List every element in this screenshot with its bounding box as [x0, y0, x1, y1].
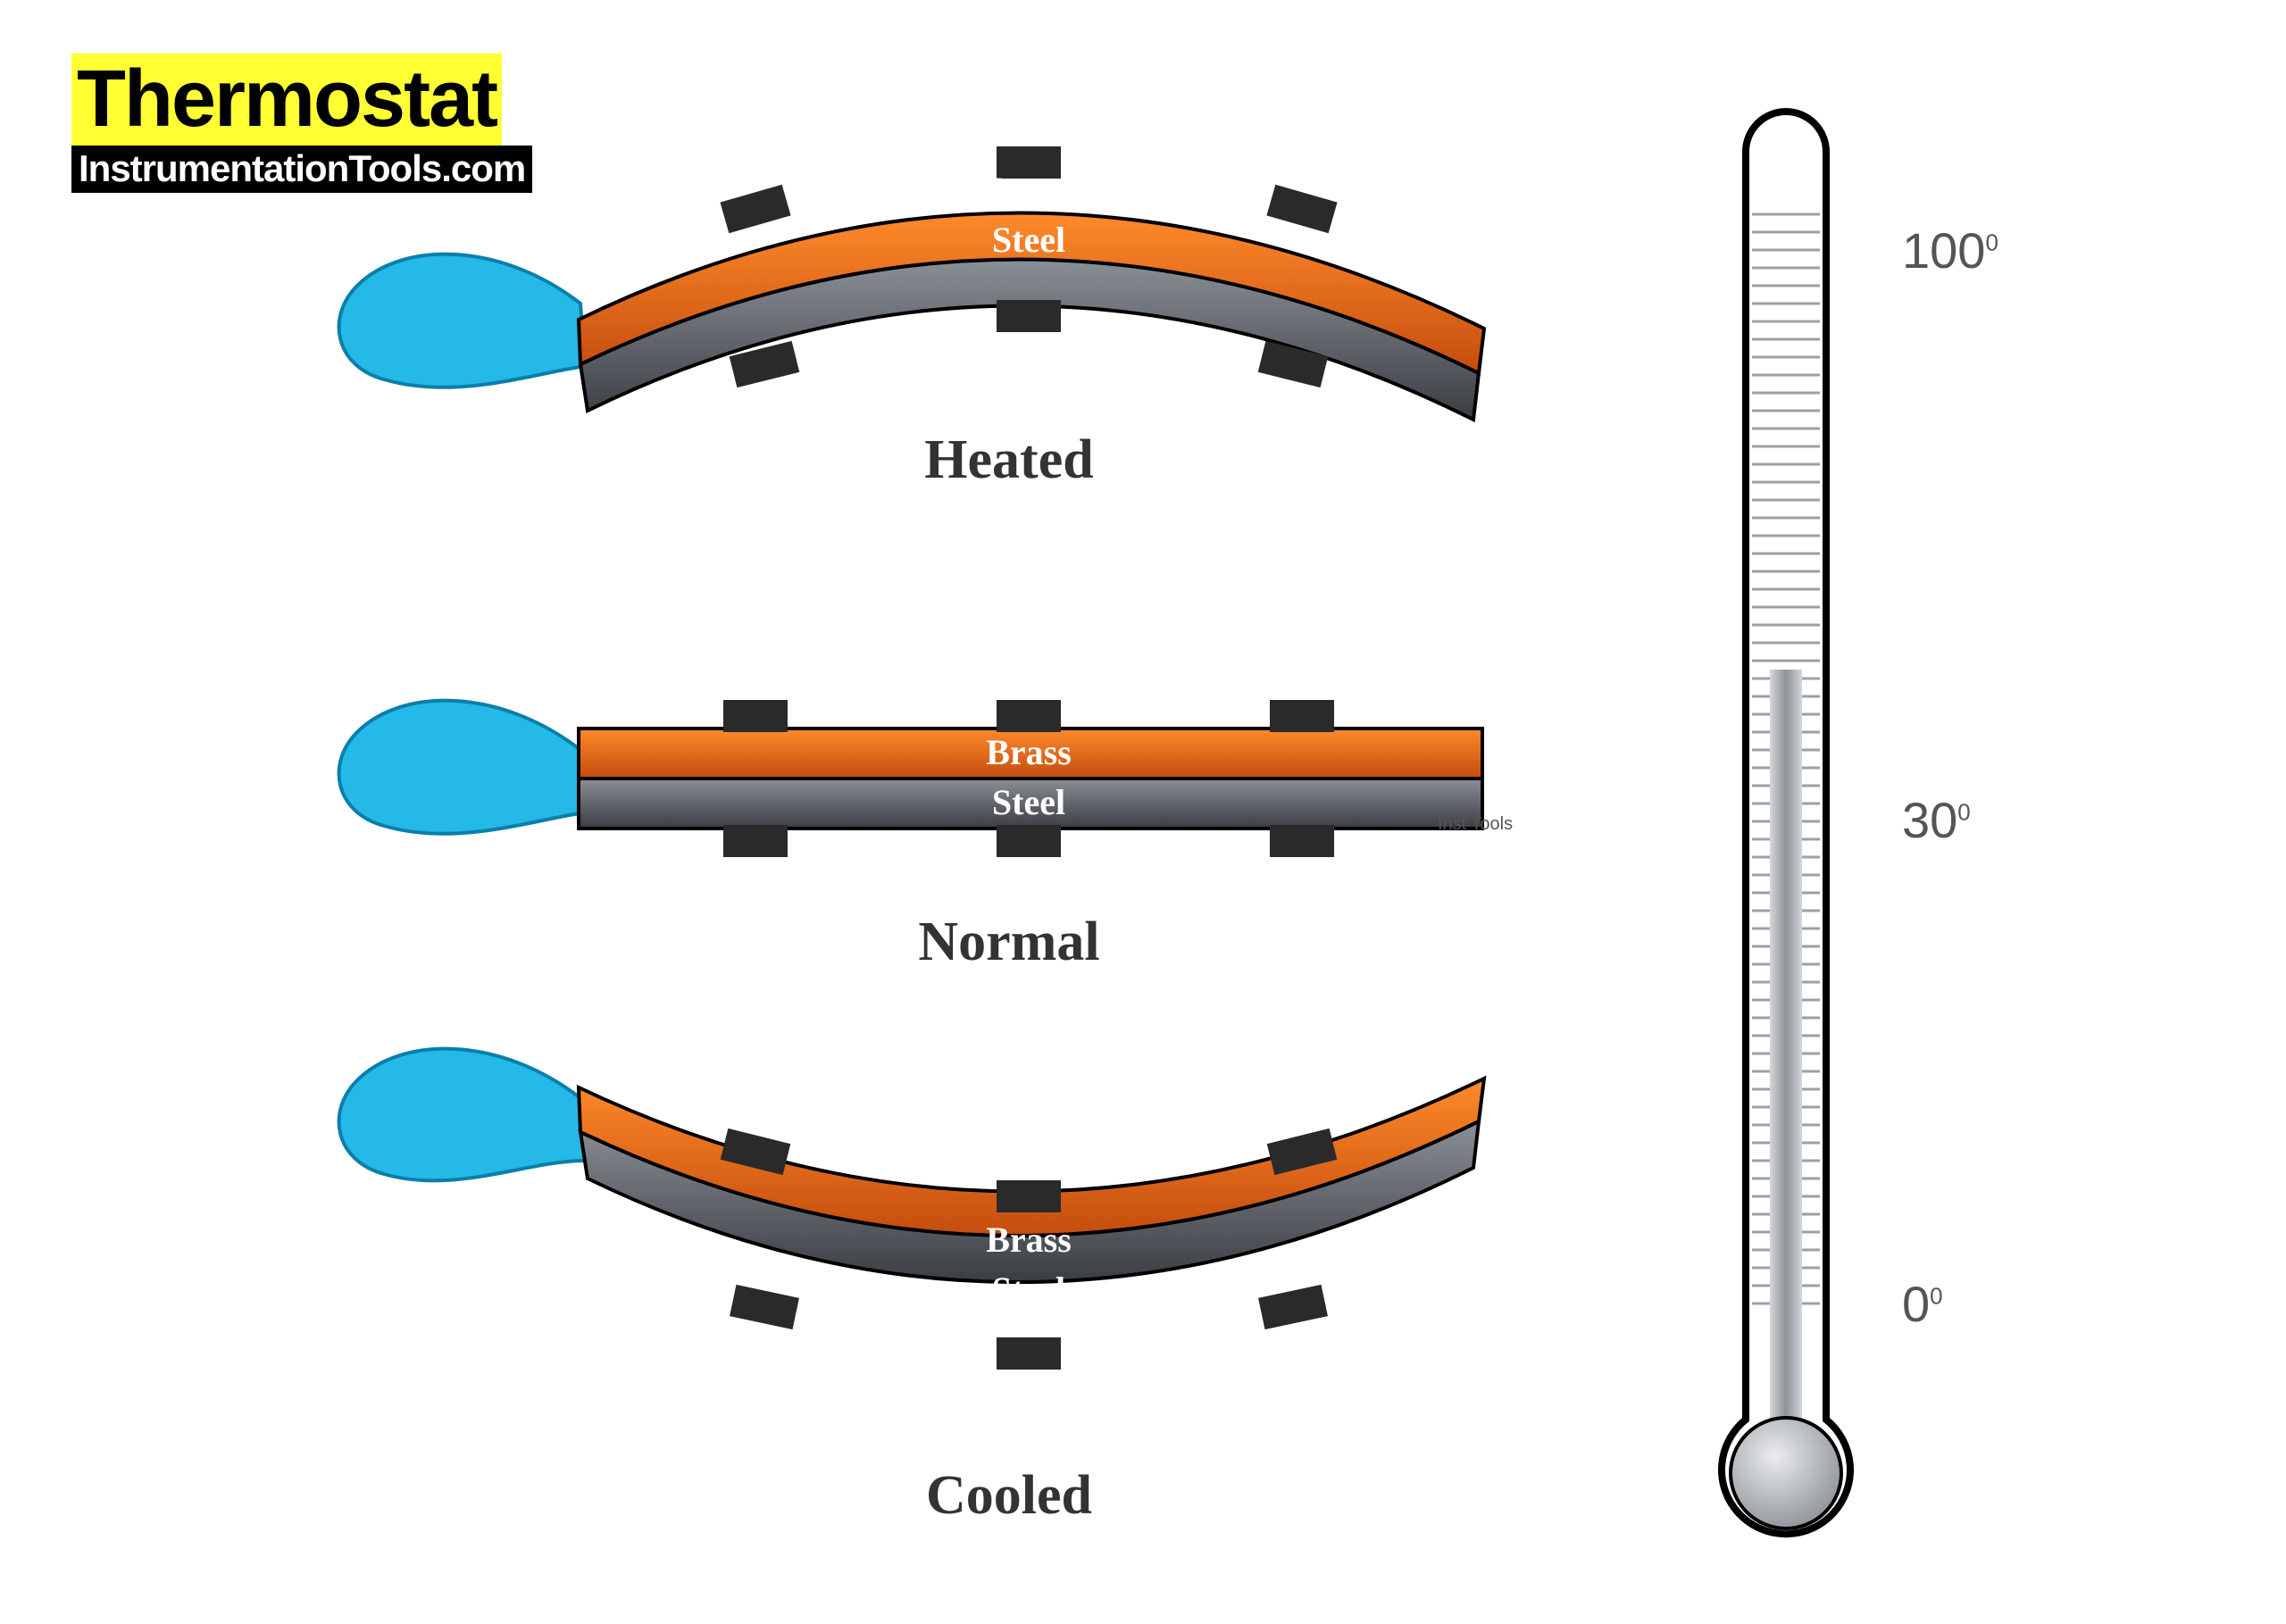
thermo-label-0: 00	[1902, 1275, 1943, 1333]
rivet-icon	[1270, 825, 1334, 857]
state-label-normal: Normal	[830, 911, 1188, 974]
strip-normal: Brass Steel	[321, 661, 1572, 893]
brass-label: Brass	[986, 170, 1072, 210]
thermo-label-100: 1000	[1902, 221, 1998, 279]
rivet-icon	[723, 825, 788, 857]
rivet-icon	[997, 1337, 1061, 1370]
rivet-icon	[723, 700, 788, 732]
brass-label: Brass	[986, 1220, 1072, 1260]
rivet-icon	[997, 825, 1061, 857]
rivet-icon	[730, 1285, 799, 1329]
handle-icon	[339, 254, 585, 387]
handle-icon	[339, 701, 585, 834]
thermo-label-30: 300	[1902, 791, 1971, 849]
state-label-heated: Heated	[830, 429, 1188, 492]
steel-label: Steel	[992, 220, 1065, 260]
steel-label: Steel	[992, 782, 1065, 822]
watermark: Inst Tools	[1438, 814, 1513, 835]
rivet-icon	[1258, 1285, 1328, 1329]
rivet-icon	[1266, 185, 1337, 233]
thermo-fluid	[1770, 670, 1802, 1437]
rivet-icon	[997, 1180, 1061, 1212]
strip-cooled: Brass Steel	[321, 1036, 1572, 1411]
thermometer-icon	[1679, 98, 1893, 1562]
rivet-icon	[720, 185, 790, 233]
thermo-bulb	[1731, 1418, 1841, 1528]
steel-label: Steel	[992, 1270, 1065, 1310]
diagram-canvas: Thermostat InstrumentationTools.com Bras…	[0, 0, 2286, 1624]
rivet-icon	[997, 700, 1061, 732]
brass-label: Brass	[986, 732, 1072, 772]
state-label-cooled: Cooled	[830, 1464, 1188, 1528]
rivet-icon	[997, 300, 1061, 332]
rivet-icon	[1270, 700, 1334, 732]
handle-icon	[339, 1049, 585, 1181]
